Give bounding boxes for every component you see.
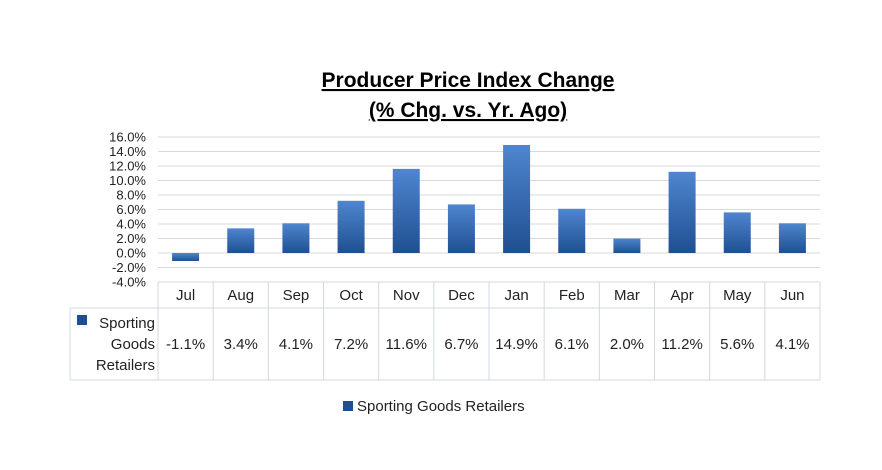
category-label: Feb xyxy=(559,287,585,304)
gridlines xyxy=(158,136,820,283)
bar-mar xyxy=(613,238,641,253)
category-label: Jun xyxy=(780,287,804,304)
data-label: 4.1% xyxy=(279,336,313,353)
y-tick-label: -2.0% xyxy=(112,260,146,275)
y-tick-label: 16.0% xyxy=(109,130,146,145)
bar-jun xyxy=(778,223,806,253)
y-axis-ticks: 16.0%14.0%12.0%10.0%8.0%6.0%4.0%2.0%0.0%… xyxy=(109,130,146,290)
y-tick-label: 4.0% xyxy=(116,217,146,232)
data-label: 6.7% xyxy=(444,336,478,353)
bar-dec xyxy=(447,204,475,253)
y-tick-label: 14.0% xyxy=(109,144,146,159)
category-label: Jul xyxy=(176,287,195,304)
category-label: May xyxy=(723,287,752,304)
bar-apr xyxy=(668,171,696,253)
category-label: Oct xyxy=(339,287,363,304)
bar-nov xyxy=(392,168,420,253)
bar-jul xyxy=(172,253,200,261)
data-label: 11.6% xyxy=(386,336,427,353)
chart-title: Producer Price Index Change xyxy=(322,69,615,92)
table-row-label: Sporting xyxy=(99,315,155,332)
y-tick-label: -4.0% xyxy=(112,275,146,290)
table-row-label: Retailers xyxy=(96,357,155,374)
y-tick-label: 12.0% xyxy=(109,159,146,174)
data-label: 7.2% xyxy=(334,336,368,353)
bar-feb xyxy=(558,208,586,253)
y-tick-label: 2.0% xyxy=(116,231,146,246)
category-label: Dec xyxy=(448,287,475,304)
data-label: 5.6% xyxy=(720,336,754,353)
y-tick-label: 0.0% xyxy=(116,246,146,261)
y-tick-label: 10.0% xyxy=(109,173,146,188)
bar-aug xyxy=(227,228,255,253)
bar-oct xyxy=(337,200,365,253)
bar-jan xyxy=(503,144,531,253)
data-label: 3.4% xyxy=(224,336,258,353)
category-label: Apr xyxy=(670,287,693,304)
category-label: Jan xyxy=(504,287,528,304)
category-label: Aug xyxy=(227,287,254,304)
data-label: 14.9% xyxy=(495,336,538,353)
legend: Sporting Goods Retailers xyxy=(343,398,525,415)
y-tick-label: 8.0% xyxy=(116,188,146,203)
data-label: 2.0% xyxy=(610,336,644,353)
data-table: Jul -1.1% Aug 3.4% Sep 4.1% Oct 7.2% Nov 11.6% Dec… xyxy=(69,282,821,381)
data-label: 11.2% xyxy=(661,336,702,353)
category-label: Mar xyxy=(614,287,640,304)
category-label: Sep xyxy=(283,287,310,304)
data-label: 4.1% xyxy=(775,336,809,353)
legend-label: Sporting Goods Retailers xyxy=(357,398,525,415)
legend-swatch xyxy=(343,401,353,411)
chart-subtitle: (% Chg. vs. Yr. Ago) xyxy=(369,99,567,122)
table-row-label: Goods xyxy=(111,336,155,353)
bar-may xyxy=(723,212,751,253)
bars xyxy=(172,144,806,261)
data-label: -1.1% xyxy=(166,336,205,353)
data-label: 6.1% xyxy=(555,336,589,353)
table-legend-key xyxy=(77,315,87,325)
y-tick-label: 6.0% xyxy=(116,202,146,217)
bar-sep xyxy=(282,223,310,253)
category-label: Nov xyxy=(393,287,420,304)
